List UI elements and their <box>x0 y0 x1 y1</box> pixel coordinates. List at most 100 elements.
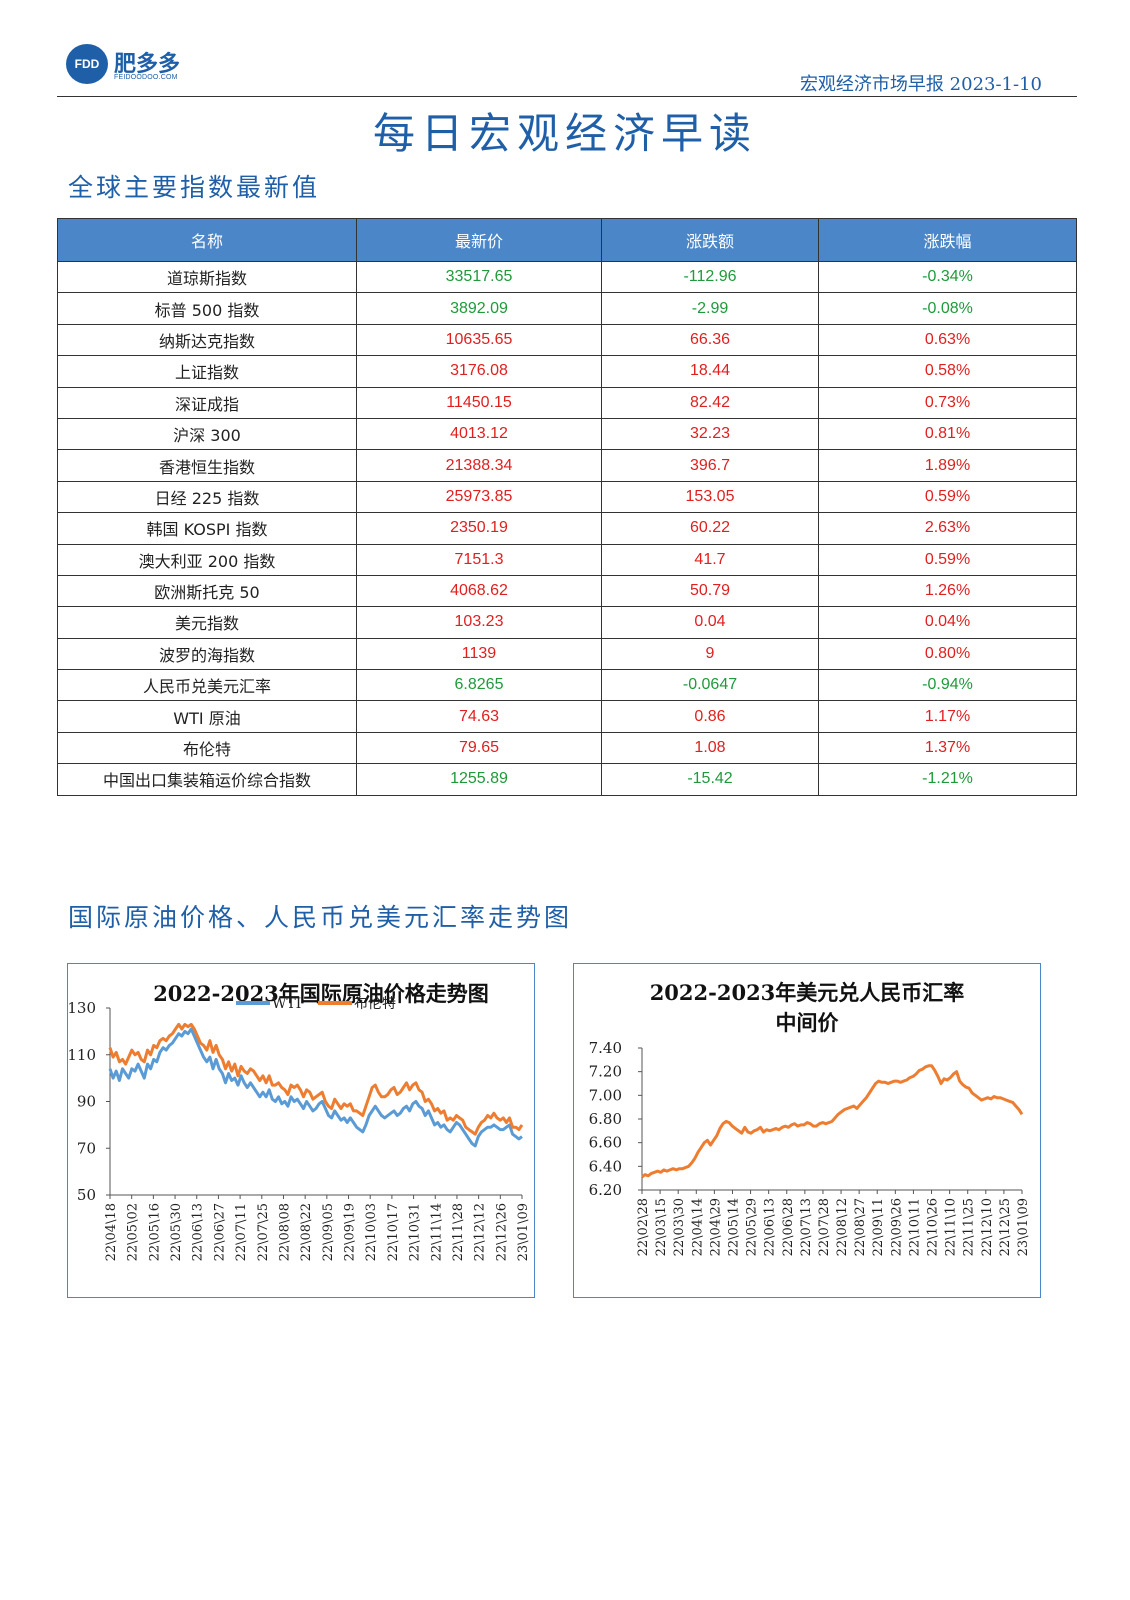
row-pct: 0.59% <box>818 543 1077 576</box>
fx-chart-title: 2022-2023年美元兑人民币汇率中间价 <box>649 980 965 1035</box>
row-change: 9 <box>601 637 819 671</box>
row-pct: 1.89% <box>818 449 1077 482</box>
x-tick-label: 22\10\11 <box>907 1198 922 1256</box>
row-change: 396.7 <box>601 449 819 482</box>
row-change: 66.36 <box>601 323 819 357</box>
row-name: 韩国 KOSPI 指数 <box>57 512 357 545</box>
table-row: 标普 500 指数 3892.09 -2.99 -0.08% <box>57 292 1077 325</box>
row-name: 纳斯达克指数 <box>57 323 357 357</box>
row-change: -112.96 <box>601 260 819 294</box>
series-line-rate <box>641 1064 1024 1179</box>
x-tick-label: 22\05\29 <box>745 1198 760 1256</box>
x-tick-label: 22\07\11 <box>234 1203 249 1261</box>
row-change: -2.99 <box>601 292 819 325</box>
x-tick-label: 23\01\09 <box>1016 1198 1031 1256</box>
x-tick-label: 23\01\09 <box>516 1203 531 1261</box>
row-price: 11450.15 <box>356 386 602 419</box>
x-tick-label: 22\08\08 <box>277 1203 292 1261</box>
row-change: 0.86 <box>601 700 819 733</box>
table-row: 纳斯达克指数 10635.65 66.36 0.63% <box>57 323 1077 357</box>
row-pct: 1.17% <box>818 700 1077 733</box>
row-name: 沪深 300 <box>57 417 357 451</box>
index-section-title: 全球主要指数最新值 <box>68 173 321 202</box>
row-pct: -0.34% <box>818 260 1077 294</box>
table-row: 沪深 300 4013.12 32.23 0.81% <box>57 417 1077 451</box>
x-tick-label: 22\09\26 <box>889 1198 904 1256</box>
row-price: 7151.3 <box>356 543 602 576</box>
row-change: 1.08 <box>601 731 819 765</box>
table-row: WTI 原油 74.63 0.86 1.17% <box>57 700 1077 733</box>
column-header-name: 名称 <box>57 218 357 262</box>
x-tick-label: 22\08\27 <box>853 1198 868 1256</box>
x-tick-label: 22\11\14 <box>429 1203 444 1261</box>
row-price: 1255.89 <box>356 763 602 796</box>
y-tick-label: 6.80 <box>589 1110 622 1128</box>
row-name: 波罗的海指数 <box>57 637 357 671</box>
table-row: 日经 225 指数 25973.85 153.05 0.59% <box>57 480 1077 514</box>
column-header-pct: 涨跌幅 <box>818 218 1077 262</box>
table-row: 波罗的海指数 1139 9 0.80% <box>57 637 1077 671</box>
row-price: 6.8265 <box>356 669 602 702</box>
row-name: 香港恒生指数 <box>57 449 357 482</box>
row-name: WTI 原油 <box>57 700 357 733</box>
row-pct: 1.37% <box>818 731 1077 765</box>
oil-price-chart: 2022-2023年国际原油价格走势图 50 70 90 110 130 22\04\18… <box>67 963 535 1298</box>
oil-chart-plot: 50 70 90 110 130 22\04\18 22\05\02 22\05\16 22\0… <box>68 996 531 1261</box>
row-pct: 0.63% <box>818 323 1077 357</box>
table-row: 美元指数 103.23 0.04 0.04% <box>57 606 1077 639</box>
series-line-WTI <box>108 1027 523 1148</box>
row-change: 18.44 <box>601 355 819 388</box>
x-tick-label: 22\10\26 <box>926 1198 941 1256</box>
row-name: 澳大利亚 200 指数 <box>57 543 357 576</box>
y-tick-label: 7.20 <box>589 1063 622 1081</box>
header-divider <box>57 96 1077 97</box>
row-name: 美元指数 <box>57 606 357 639</box>
x-tick-label: 22\12\10 <box>980 1198 995 1256</box>
row-name: 上证指数 <box>57 355 357 388</box>
row-price: 25973.85 <box>356 480 602 514</box>
row-price: 2350.19 <box>356 512 602 545</box>
row-price: 33517.65 <box>356 260 602 294</box>
table-row: 人民币兑美元汇率 6.8265 -0.0647 -0.94% <box>57 669 1077 702</box>
x-tick-label: 22\11\10 <box>944 1198 959 1256</box>
table-row: 布伦特 79.65 1.08 1.37% <box>57 731 1077 765</box>
row-change: -0.0647 <box>601 669 819 702</box>
page-title: 每日宏观经济早读 <box>372 109 757 158</box>
row-price: 10635.65 <box>356 323 602 357</box>
y-tick-label: 7.40 <box>589 1039 622 1057</box>
x-tick-label: 22\05\14 <box>726 1198 741 1256</box>
x-tick-label: 22\10\03 <box>364 1203 379 1261</box>
row-pct: 0.04% <box>818 606 1077 639</box>
logo-mark: FDD <box>66 44 108 84</box>
x-tick-label: 22\09\05 <box>321 1203 336 1261</box>
x-tick-label: 22\09\19 <box>343 1203 358 1261</box>
fx-rate-chart: 2022-2023年美元兑人民币汇率中间价 6.20 6.40 6.60 6.80 7.… <box>573 963 1041 1298</box>
x-tick-label: 22\05\30 <box>169 1203 184 1261</box>
y-tick-label: 90 <box>77 1093 96 1111</box>
legend-label: WTI <box>272 996 301 1012</box>
x-tick-label: 22\04\14 <box>690 1198 705 1256</box>
row-price: 3892.09 <box>356 292 602 325</box>
row-name: 日经 225 指数 <box>57 480 357 514</box>
row-pct: 0.81% <box>818 417 1077 451</box>
x-tick-label: 22\05\16 <box>147 1203 162 1261</box>
table-row: 深证成指 11450.15 82.42 0.73% <box>57 386 1077 419</box>
row-name: 欧洲斯托克 50 <box>57 574 357 608</box>
chart-section-title: 国际原油价格、人民币兑美元汇率走势图 <box>68 903 573 932</box>
row-pct: 0.73% <box>818 386 1077 419</box>
table-row: 韩国 KOSPI 指数 2350.19 60.22 2.63% <box>57 512 1077 545</box>
table-row: 上证指数 3176.08 18.44 0.58% <box>57 355 1077 388</box>
company-logo: FDD 肥多多 FEIDOODOO.COM <box>66 44 216 88</box>
x-tick-label: 22\07\13 <box>799 1198 814 1256</box>
row-price: 21388.34 <box>356 449 602 482</box>
row-change: 41.7 <box>601 543 819 576</box>
x-tick-label: 22\12\26 <box>494 1203 509 1261</box>
row-name: 标普 500 指数 <box>57 292 357 325</box>
row-change: 32.23 <box>601 417 819 451</box>
row-price: 74.63 <box>356 700 602 733</box>
row-price: 4068.62 <box>356 574 602 608</box>
row-change: 60.22 <box>601 512 819 545</box>
y-tick-label: 7.00 <box>589 1086 622 1104</box>
x-tick-label: 22\09\11 <box>871 1198 886 1256</box>
